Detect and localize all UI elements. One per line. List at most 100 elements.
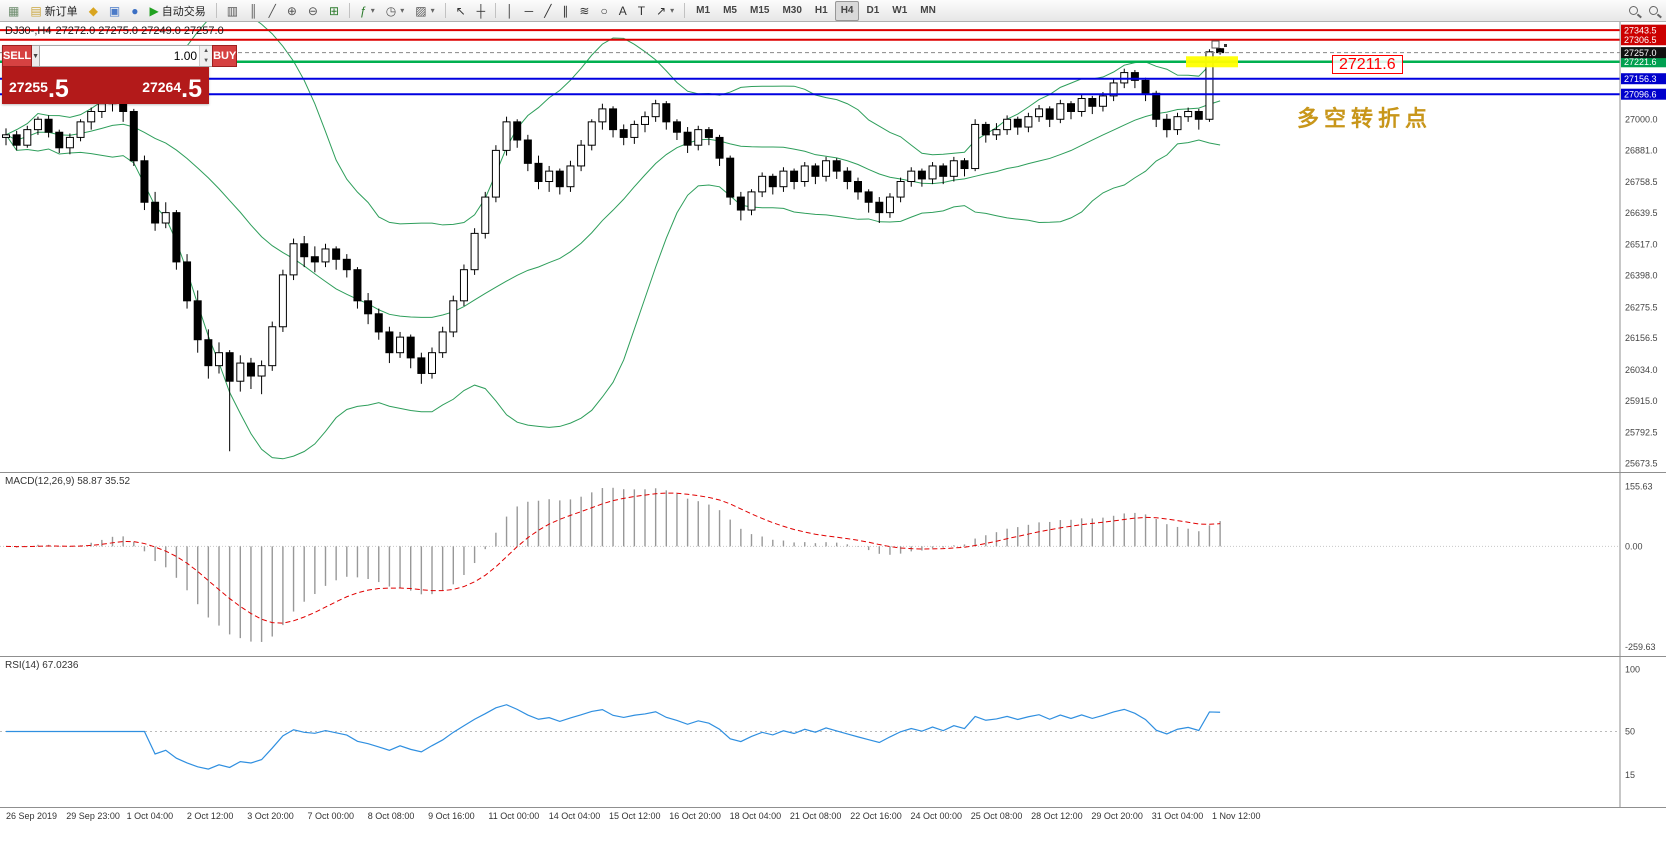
navigator-icon: ●	[131, 3, 139, 18]
svg-text:14 Oct 04:00: 14 Oct 04:00	[549, 811, 601, 821]
new-order-button-label: 新订单	[44, 5, 78, 18]
timeframe-h1-button[interactable]: H1	[809, 1, 834, 21]
toolbar-separator	[349, 3, 351, 18]
volume-down-button[interactable]: ▼	[200, 56, 213, 66]
crosshair-icon: ┼	[476, 3, 486, 18]
crosshair-button[interactable]: ┼	[472, 1, 491, 21]
indicators-button[interactable]: ƒ ▾	[355, 1, 380, 21]
chart-title: DJ30-,H4 27272.0 27275.0 27249.0 27257.0	[5, 25, 228, 37]
new-order-button[interactable]: ▤ 新订单	[25, 1, 82, 21]
svg-text:11 Oct 00:00: 11 Oct 00:00	[488, 811, 539, 821]
new-chart-icon: ▦	[8, 3, 20, 18]
fibonacci-button[interactable]: ≋	[574, 1, 594, 21]
timeframe-m30-button[interactable]: M30	[776, 1, 807, 21]
shapes-button[interactable]: ○	[595, 1, 612, 21]
data-window-icon: ▣	[108, 3, 121, 18]
auto-trading-icon: ▶	[149, 3, 159, 18]
chevron-down-icon: ▾	[370, 6, 375, 15]
magnifier-icon	[1649, 6, 1658, 15]
timeframe-m15-button[interactable]: M15	[744, 1, 775, 21]
bar-chart-button[interactable]: ▥	[222, 1, 243, 21]
svg-text:25792.5: 25792.5	[1625, 428, 1658, 438]
toolbar-separator	[495, 3, 497, 18]
chevron-down-icon: ▾	[400, 6, 405, 15]
zoom-out-button[interactable]: ⊖	[303, 1, 323, 21]
new-chart-button[interactable]: ▦	[3, 1, 24, 21]
ask-price[interactable]: 27264 .5	[142, 67, 202, 104]
trendline-button[interactable]: ╱	[539, 1, 556, 21]
candlestick-chart-button[interactable]: ║	[244, 1, 263, 21]
bid-price[interactable]: 27255 .5	[9, 67, 69, 104]
ohlc-values: 27272.0 27275.0 27249.0 27257.0	[55, 25, 224, 37]
equidistant-channel-button[interactable]: ∥	[557, 1, 573, 21]
svg-text:28 Oct 12:00: 28 Oct 12:00	[1031, 811, 1083, 821]
sell-button[interactable]: SELL	[2, 45, 33, 67]
symbol-timeframe: DJ30-,H4	[5, 25, 52, 37]
svg-text:2 Oct 12:00: 2 Oct 12:00	[187, 811, 234, 821]
order-type-dropdown[interactable]: ▼	[32, 45, 41, 67]
svg-text:155.63: 155.63	[1625, 481, 1653, 491]
volume-up-button[interactable]: ▲	[200, 46, 213, 56]
svg-text:1 Oct 04:00: 1 Oct 04:00	[127, 811, 174, 821]
volume-input[interactable]	[40, 46, 200, 66]
svg-text:26034.0: 26034.0	[1625, 365, 1658, 375]
magnifier-button-2[interactable]	[1644, 1, 1663, 21]
chevron-down-icon: ▾	[670, 6, 675, 15]
toolbar-separator	[444, 3, 446, 18]
periods-button[interactable]: ◷ ▾	[381, 1, 410, 21]
label-icon: T	[637, 3, 646, 18]
zoom-out-icon: ⊖	[307, 3, 318, 18]
volume-box: ▲ ▼	[40, 45, 213, 67]
vertical-line-button[interactable]: │	[501, 1, 519, 21]
navigator-button[interactable]: ●	[126, 1, 143, 21]
fibonacci-icon: ≋	[579, 3, 590, 18]
auto-trading-button[interactable]: ▶ 自动交易	[145, 1, 211, 21]
equidistant-channel-icon: ∥	[562, 3, 569, 18]
svg-text:27000.0: 27000.0	[1625, 114, 1658, 124]
timeframe-w1-button-label: W1	[892, 5, 908, 16]
data-window-button[interactable]: ▣	[104, 1, 125, 21]
label-button[interactable]: T	[633, 1, 650, 21]
text-button[interactable]: A	[614, 1, 632, 21]
magnifier-button[interactable]	[1624, 1, 1643, 21]
turning-point-note[interactable]: 多空转折点	[1297, 106, 1433, 131]
svg-text:24 Oct 00:00: 24 Oct 00:00	[911, 811, 963, 821]
svg-text:16 Oct 20:00: 16 Oct 20:00	[669, 811, 721, 821]
svg-text:8 Oct 08:00: 8 Oct 08:00	[368, 811, 415, 821]
svg-text:26398.0: 26398.0	[1625, 271, 1658, 281]
grid-button[interactable]: ⊞	[324, 1, 344, 21]
templates-button[interactable]: ▨ ▾	[410, 1, 439, 21]
timeframe-w1-button[interactable]: W1	[886, 1, 913, 21]
svg-text:18 Oct 04:00: 18 Oct 04:00	[730, 811, 782, 821]
horizontal-line-icon: ─	[524, 3, 534, 18]
zoom-in-button[interactable]: ⊕	[282, 1, 302, 21]
price-annotation[interactable]: 27211.6	[1332, 55, 1403, 74]
svg-text:21 Oct 08:00: 21 Oct 08:00	[790, 811, 842, 821]
arrows-button[interactable]: ↗ ▾	[651, 1, 679, 21]
timeframe-m5-button[interactable]: M5	[717, 1, 743, 21]
timeframe-m1-button[interactable]: M1	[690, 1, 716, 21]
svg-text:3 Oct 20:00: 3 Oct 20:00	[247, 811, 294, 821]
rsi-label: RSI(14) 67.0236	[5, 660, 79, 671]
svg-text:1 Nov 12:00: 1 Nov 12:00	[1212, 811, 1261, 821]
timeframe-d1-button[interactable]: D1	[860, 1, 885, 21]
one-click-trading-widget: SELL ▼ ▲ ▼ BUY 27255 .5 27264 .5	[2, 45, 238, 104]
svg-text:26 Sep 2019: 26 Sep 2019	[6, 811, 57, 821]
bid-price-frac: .5	[47, 75, 69, 103]
grid-icon: ⊞	[328, 3, 340, 18]
timeframe-h4-button[interactable]: H4	[834, 0, 860, 21]
ask-price-frac: .5	[181, 75, 202, 103]
bid-price-main: 27255	[9, 78, 48, 95]
line-chart-button[interactable]: ╱	[264, 1, 281, 21]
buy-button[interactable]: BUY	[212, 45, 238, 67]
svg-text:29 Sep 23:00: 29 Sep 23:00	[66, 811, 120, 821]
svg-text:27257.0: 27257.0	[1624, 48, 1657, 58]
timeframe-mn-button[interactable]: MN	[914, 1, 942, 21]
svg-text:22 Oct 16:00: 22 Oct 16:00	[850, 811, 902, 821]
cursor-button[interactable]: ↖	[451, 1, 471, 21]
svg-text:26758.5: 26758.5	[1625, 177, 1658, 187]
market-button[interactable]: ◆	[84, 1, 103, 21]
horizontal-line-button[interactable]: ─	[520, 1, 539, 21]
svg-text:26517.0: 26517.0	[1625, 240, 1658, 250]
templates-icon: ▨	[415, 3, 427, 18]
